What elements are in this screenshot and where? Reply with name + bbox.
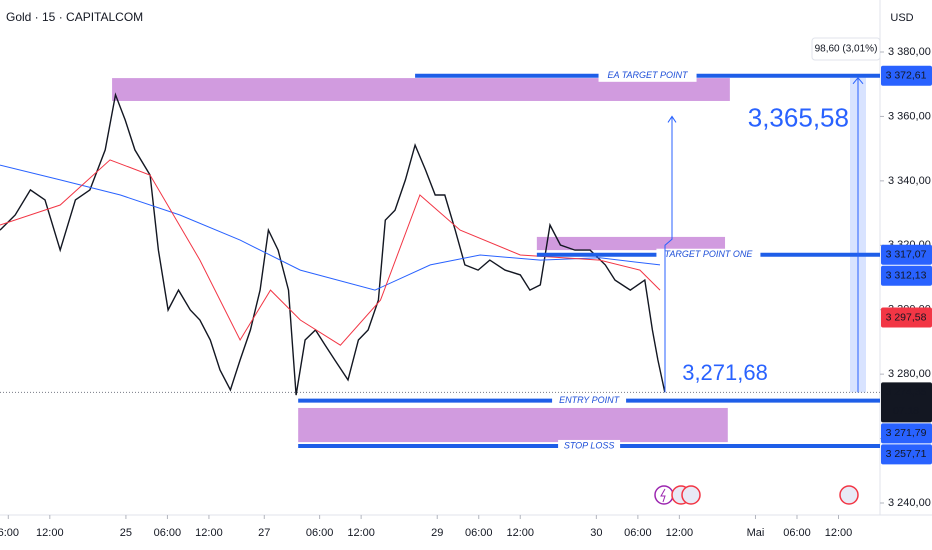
price-label-box <box>881 444 932 465</box>
x-tick-label: 29 <box>431 527 443 539</box>
level-label-bg <box>598 69 697 82</box>
price-label: 3 312,13 <box>886 270 927 282</box>
projection-arrow <box>664 116 673 393</box>
price-label-box <box>881 423 932 444</box>
level-label-bg <box>552 394 627 407</box>
zone <box>298 407 728 443</box>
measure-arrowhead <box>852 77 864 85</box>
x-tick-label: 30 <box>590 527 602 539</box>
y-tick-label: 3 240,00 <box>888 497 931 509</box>
currency: USD <box>890 12 913 24</box>
y-tick-label: 3 280,00 <box>888 368 931 380</box>
x-tick-label: 06:00 <box>624 527 652 539</box>
x-tick-label: 12:00 <box>666 527 694 539</box>
event-icon <box>654 485 674 505</box>
price-label-box <box>881 382 932 423</box>
plot: EA TARGET POINT TARGET POINT ONE ENTRY POI… <box>0 37 881 452</box>
x-tick-label: Mai <box>747 527 765 539</box>
x-tick-label: 12:00 <box>825 527 853 539</box>
x-tick-label: 12:00 <box>36 527 64 539</box>
annotation: 3,365,58 <box>748 103 849 133</box>
price-line <box>0 164 661 291</box>
y-tick-label: 3 360,00 <box>888 110 931 122</box>
event-icon <box>681 485 701 505</box>
price-line <box>0 92 666 396</box>
level-label-bg <box>656 248 761 261</box>
y-tick-label: 3 380,00 <box>888 46 931 58</box>
price-label-box <box>881 265 932 286</box>
level-label-bg <box>558 439 621 452</box>
price-label: 3 372,61 <box>886 70 927 82</box>
y-tick-label: 3 340,00 <box>888 175 931 187</box>
price-label: 3 257,71 <box>886 448 927 460</box>
projection-arrowhead <box>667 115 677 123</box>
x-tick-label: 12:00 <box>195 527 223 539</box>
measure-label: 98,60 (3,01%) <box>815 44 878 55</box>
level-label: EA TARGET POINT <box>608 70 690 80</box>
price-label-box <box>881 307 932 328</box>
x-tick-label: 12:00 <box>506 527 534 539</box>
price-label-box <box>881 244 932 265</box>
price-label: 3 271,79 <box>886 427 927 439</box>
x-tick-label: 06:00 <box>783 527 811 539</box>
chart-title: Gold · 15 · CAPITALCOM <box>6 10 143 24</box>
price-line <box>0 159 661 346</box>
x-tick-label: 25 <box>120 527 132 539</box>
icon-bolt <box>660 488 666 503</box>
annotation: 3,271,68 <box>682 360 768 385</box>
measure-label-bg <box>811 37 881 61</box>
zone <box>112 78 730 101</box>
event-icons <box>654 485 859 505</box>
price-label: 3 274,35 <box>886 386 927 398</box>
x-tick-label: 06:00 <box>306 527 334 539</box>
level-label: STOP LOSS <box>564 440 615 450</box>
x-tick-label: 06:00 <box>465 527 493 539</box>
event-icon <box>839 485 859 505</box>
x-tick-label: 12:00 <box>347 527 375 539</box>
price-label: 3 297,58 <box>886 311 927 323</box>
price-label: 3 317,07 <box>886 249 927 261</box>
x-tick-label: 27 <box>258 527 270 539</box>
level-label: TARGET POINT ONE <box>665 249 754 259</box>
x-tick-label: 6:00 <box>0 527 19 539</box>
level-label: ENTRY POINT <box>559 395 621 405</box>
zone <box>536 236 726 251</box>
price-label-box <box>881 65 932 86</box>
x-tick-label: 06:00 <box>154 527 182 539</box>
countdown: 07:18 <box>893 405 919 417</box>
